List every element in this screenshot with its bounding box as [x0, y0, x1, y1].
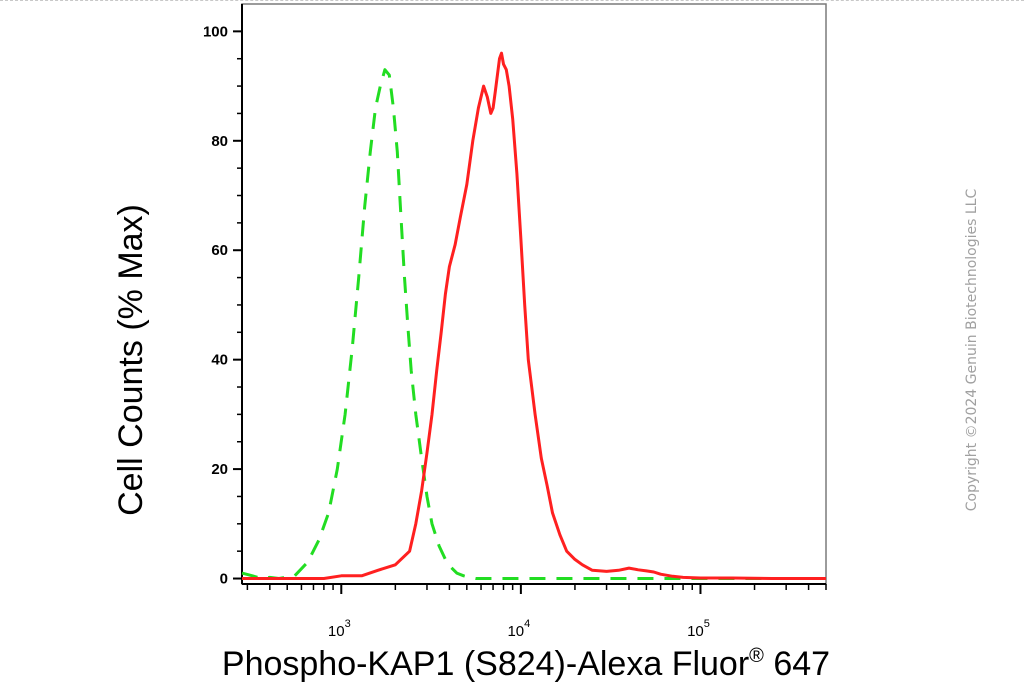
x-tick-exponent: 3 — [345, 618, 351, 630]
x-tick-base: 10 — [687, 623, 704, 640]
x-axis-label: Phospho-KAP1 (S824)-Alexa Fluor® 647 — [222, 645, 830, 683]
y-axis-label: Cell Counts (% Max) — [112, 204, 150, 516]
y-tick-label: 40 — [211, 352, 228, 369]
plot-area-frame — [241, 3, 827, 585]
x-axis-label-end: 647 — [764, 645, 830, 683]
x-tick-label: 104 — [507, 618, 530, 640]
control-histogram-line — [241, 68, 826, 580]
x-axis-label-main: Phospho-KAP1 (S824)-Alexa Fluor — [222, 645, 749, 683]
copyright-text: Copyright ©2024 Genuin Biotechnologies L… — [964, 188, 980, 512]
x-tick-exponent: 4 — [524, 618, 530, 630]
x-tick-label: 105 — [687, 618, 710, 640]
y-tick-label: 60 — [211, 242, 228, 259]
x-tick-base: 10 — [328, 623, 345, 640]
y-tick-label: 0 — [220, 571, 228, 588]
x-tick-exponent: 5 — [704, 618, 710, 630]
sample-histogram-line — [242, 51, 826, 580]
y-tick-label: 100 — [203, 23, 228, 40]
y-tick-label: 20 — [211, 461, 228, 478]
x-tick-base: 10 — [507, 623, 524, 640]
top-dashed-border — [0, 0, 1024, 1]
x-tick-label: 103 — [328, 618, 351, 640]
y-tick-label: 80 — [211, 133, 228, 150]
series-layer — [241, 51, 826, 580]
x-axis-label-registered-mark: ® — [749, 645, 764, 667]
